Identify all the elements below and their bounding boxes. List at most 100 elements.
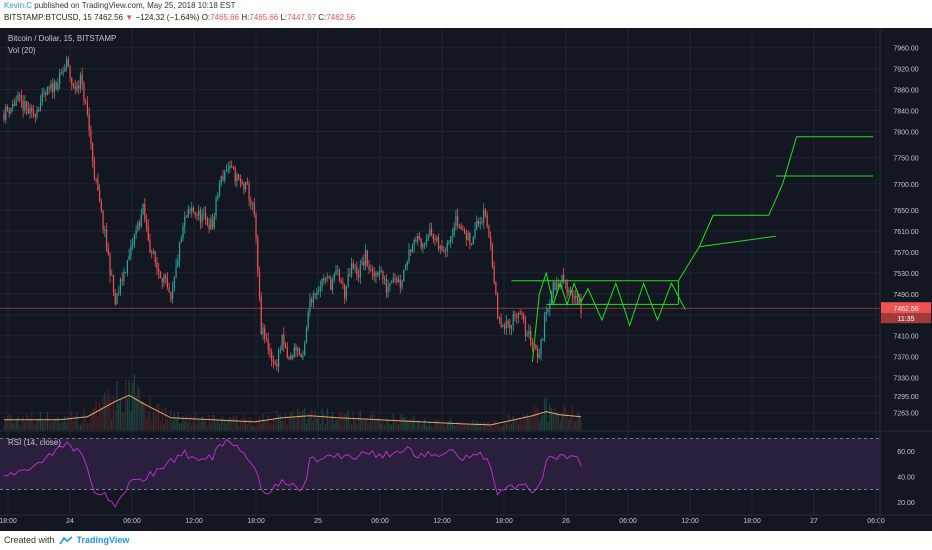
- candle-body: [248, 183, 250, 201]
- author-link[interactable]: Kevin.C: [4, 1, 33, 10]
- candle-body: [351, 263, 353, 275]
- candle-body: [168, 287, 170, 293]
- candle-body: [262, 327, 264, 335]
- volume-bar: [173, 413, 175, 430]
- candle-body: [450, 236, 452, 242]
- volume-bar: [540, 416, 542, 430]
- time-tick-label: 12:00: [681, 518, 699, 525]
- candle-body: [345, 286, 348, 299]
- candle-body: [307, 311, 309, 328]
- candle-body: [17, 94, 19, 101]
- candle-body: [206, 218, 208, 225]
- candle-body: [510, 325, 513, 329]
- volume-bar: [497, 424, 499, 430]
- candles-layer: [3, 55, 582, 374]
- candle-body: [194, 212, 196, 215]
- chart-canvas[interactable]: 7960.00 7920.00 7880.00 7840.00 7800.00 7750.…: [0, 28, 932, 531]
- candle-body: [406, 261, 408, 267]
- candle-body: [170, 292, 172, 300]
- candle-body: [337, 269, 339, 271]
- volume-bar: [171, 421, 174, 430]
- candle-body: [451, 235, 454, 237]
- time-tick-label: 26: [562, 518, 570, 525]
- volume-bar: [132, 383, 134, 430]
- candle-body: [12, 103, 14, 109]
- candle-body: [130, 245, 132, 256]
- candle-body: [491, 244, 494, 267]
- candle-body: [319, 286, 321, 291]
- candle-body: [384, 278, 386, 280]
- candle-body: [415, 239, 417, 242]
- volume-bar: [524, 415, 527, 430]
- drawings-layer[interactable]: [0, 136, 880, 362]
- publish-line: Kevin.C published on TradingView.com, Ma…: [4, 1, 236, 10]
- volume-bar: [241, 417, 243, 430]
- candle-body: [444, 250, 447, 252]
- candle-body: [561, 274, 563, 284]
- candle-body: [65, 59, 68, 68]
- candle-body: [349, 274, 351, 276]
- quote-line: BITSTAMP:BTCUSD, 15 7462.56 ▼ −124.32 (−…: [4, 13, 355, 22]
- candle-body: [86, 103, 89, 115]
- candle-body: [550, 297, 553, 305]
- volume-bar: [491, 426, 494, 430]
- volume-bar: [425, 424, 427, 430]
- volume-bar: [147, 411, 149, 430]
- volume-bar: [3, 425, 5, 430]
- volume-bar: [60, 421, 62, 430]
- candle-body: [210, 218, 212, 230]
- candle-body: [524, 319, 527, 336]
- volume-bar: [262, 413, 264, 430]
- volume-bar: [404, 417, 407, 430]
- candle-body: [474, 228, 476, 238]
- volume-bar: [512, 415, 514, 430]
- volume-bar: [166, 419, 168, 430]
- volume-bar: [25, 414, 28, 430]
- candle-body: [286, 348, 288, 358]
- volume-bar: [267, 414, 269, 430]
- volume-bar: [38, 417, 40, 430]
- volume-bar: [45, 417, 47, 430]
- volume-bar: [352, 410, 354, 430]
- candle-body: [283, 334, 285, 345]
- volume-bar: [114, 410, 116, 430]
- price-tick-label: 7490.00: [893, 292, 918, 299]
- tradingview-brand-link[interactable]: TradingView: [76, 535, 130, 545]
- open-value: 7465.66: [210, 13, 240, 22]
- volume-bar: [477, 421, 480, 430]
- volume-bar: [203, 420, 205, 430]
- volume-bar: [291, 410, 294, 430]
- volume-bar: [198, 419, 200, 430]
- volume-bar: [59, 423, 61, 430]
- volume-bar: [554, 407, 556, 430]
- volume-bar: [408, 419, 410, 430]
- high-value: 7465.66: [249, 13, 279, 22]
- candle-body: [549, 304, 551, 310]
- volume-bar: [563, 403, 565, 430]
- candle-body: [317, 290, 320, 292]
- price-tick-label: 7330.00: [893, 376, 918, 383]
- candle-body: [420, 238, 422, 248]
- footer-bar: Created with TradingView: [0, 531, 932, 550]
- volume-label: Vol (20): [8, 46, 36, 55]
- candle-body: [41, 93, 43, 103]
- volume-bar: [547, 421, 549, 430]
- volume-bar: [394, 418, 396, 430]
- volume-bar: [218, 423, 221, 430]
- rsi-tick-label: 40.00: [897, 475, 915, 482]
- price-tick-label: 7880.00: [893, 88, 918, 95]
- candle-body: [472, 237, 474, 245]
- candle-body: [545, 312, 547, 316]
- rsi-pane: [0, 437, 880, 508]
- volume-bar: [462, 424, 464, 430]
- candle-body: [556, 283, 558, 290]
- candle-body: [566, 282, 568, 293]
- candle-body: [288, 357, 290, 360]
- projection-flag-lower: [699, 235, 776, 248]
- candle-body: [50, 83, 52, 89]
- candle-body: [178, 242, 181, 261]
- candle-body: [538, 354, 540, 358]
- candle-body: [6, 106, 9, 111]
- candle-body: [434, 239, 436, 241]
- candle-body: [272, 360, 275, 363]
